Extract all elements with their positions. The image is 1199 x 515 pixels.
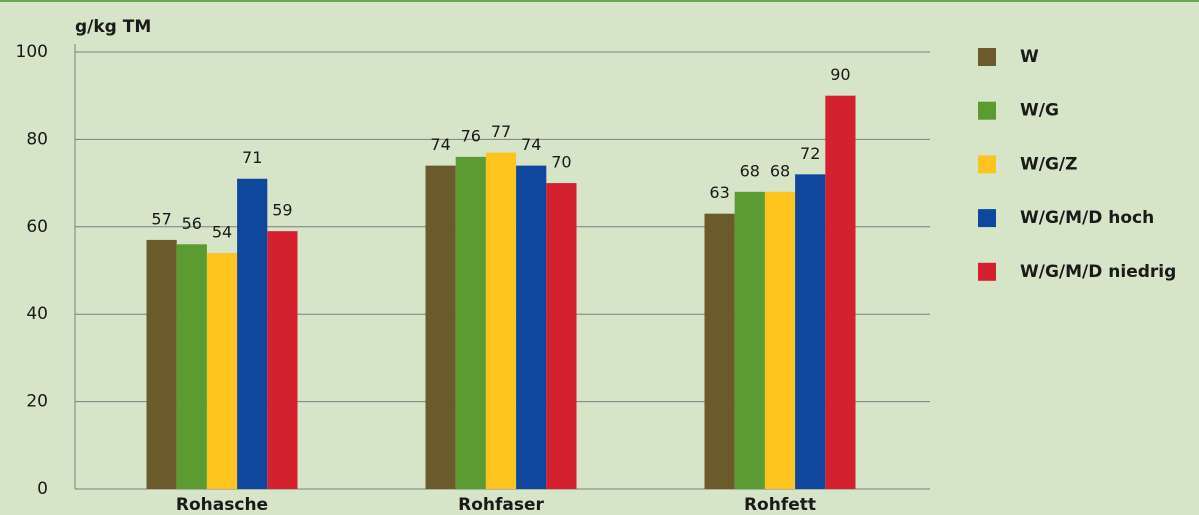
value-label: 76 [461, 126, 481, 145]
value-label: 63 [709, 183, 729, 202]
x-tick-label: Rohfett [744, 495, 816, 515]
value-label: 68 [740, 161, 760, 180]
bar [825, 95, 856, 489]
value-label: 59 [272, 201, 292, 220]
bar [546, 183, 577, 489]
value-label: 77 [491, 122, 511, 141]
legend-label: W/G/M/D hoch [1020, 208, 1154, 228]
y-tick-label: 80 [26, 129, 48, 149]
legend-swatch [978, 209, 996, 228]
bar [146, 239, 177, 489]
bar [704, 213, 735, 489]
value-label: 54 [212, 223, 232, 242]
bar [176, 244, 207, 489]
legend-swatch [978, 101, 996, 120]
legend-swatch [978, 262, 996, 281]
bar [267, 231, 298, 490]
legend-swatch [978, 155, 996, 174]
value-label: 57 [151, 209, 171, 228]
legend-swatch [978, 48, 996, 66]
legend-label: W/G [1020, 101, 1059, 121]
legend-label: W [1020, 47, 1039, 67]
bar [237, 178, 268, 490]
x-tick-label: Rohasche [176, 495, 268, 515]
y-tick-label: 0 [37, 479, 48, 499]
bar [516, 165, 547, 489]
value-label: 74 [521, 135, 541, 154]
value-label: 56 [182, 214, 202, 233]
bar [795, 174, 826, 490]
bar [206, 253, 238, 489]
legend-label: W/G/M/D niedrig [1020, 262, 1176, 282]
y-tick-label: 100 [16, 42, 48, 62]
bar [485, 152, 517, 489]
y-tick-label: 40 [26, 304, 48, 324]
value-label: 68 [770, 161, 790, 180]
value-label: 72 [800, 144, 820, 163]
y-axis-label: g/kg TM [75, 17, 151, 37]
value-label: 74 [430, 135, 450, 154]
y-tick-label: 20 [26, 392, 48, 412]
value-label: 71 [242, 148, 262, 167]
bar [425, 165, 456, 489]
bar [734, 191, 765, 489]
value-label: 90 [830, 65, 850, 84]
value-label: 70 [551, 153, 571, 172]
bar [764, 191, 796, 489]
x-tick-label: Rohfaser [458, 495, 544, 515]
bar [455, 156, 486, 489]
y-tick-label: 60 [26, 217, 48, 237]
legend-label: W/G/Z [1020, 154, 1077, 174]
